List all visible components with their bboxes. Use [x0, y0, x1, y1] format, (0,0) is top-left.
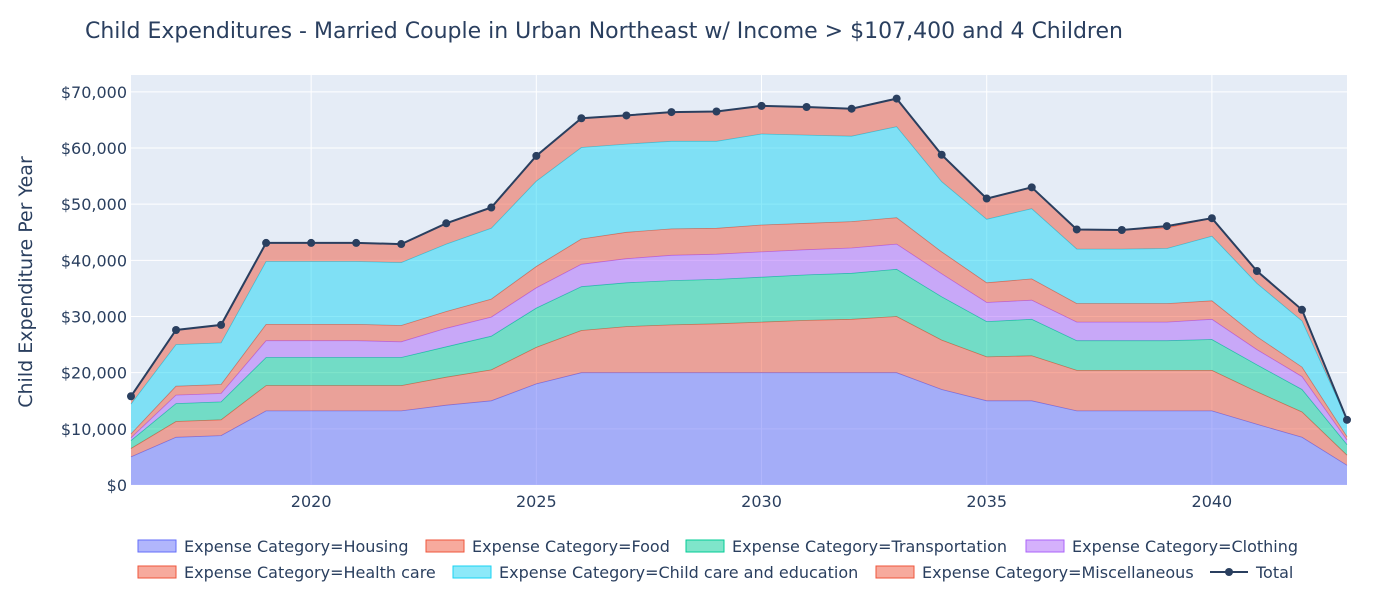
tick-layer: $0 $10,000 $20,000 $30,000 $40,000 $50,000 $60… [61, 83, 1232, 511]
total-point [532, 151, 541, 160]
total-point [307, 238, 316, 247]
legend-label: Expense Category=Health care [184, 563, 436, 582]
legend-item[interactable]: Expense Category=Food [425, 537, 670, 556]
y-tick-label: $10,000 [61, 420, 127, 439]
legend-label: Expense Category=Miscellaneous [922, 563, 1194, 582]
area-series-1 [131, 316, 1347, 466]
area-series-2 [131, 269, 1347, 456]
x-tick-label: 2025 [516, 492, 557, 511]
total-point [892, 94, 901, 103]
total-point [172, 325, 181, 334]
y-tick-label: $0 [107, 476, 127, 495]
legend-swatch [452, 565, 492, 579]
total-point [982, 194, 991, 203]
legend-item[interactable]: Total [1210, 563, 1293, 582]
total-point [1207, 214, 1216, 223]
legend-item[interactable]: Expense Category=Health care [137, 563, 436, 582]
total-point [262, 238, 271, 247]
legend-swatch [137, 539, 177, 553]
total-point [622, 111, 631, 120]
area-series-4 [131, 217, 1347, 441]
total-point [1162, 222, 1171, 231]
legend-item[interactable]: Expense Category=Clothing [1025, 537, 1298, 556]
legend-label: Expense Category=Food [472, 537, 670, 556]
y-tick-label: $60,000 [61, 139, 127, 158]
legend: Expense Category=Housing Expense Category… [137, 537, 1298, 582]
total-point [1117, 226, 1126, 235]
total-point [487, 203, 496, 212]
x-tick-label: 2030 [741, 492, 782, 511]
y-axis-label: Child Expenditure Per Year [15, 156, 37, 408]
legend-label: Total [1255, 563, 1293, 582]
legend-label: Expense Category=Transportation [732, 537, 1007, 556]
total-point [757, 101, 766, 110]
total-point [397, 240, 406, 249]
y-tick-label: $70,000 [61, 83, 127, 102]
legend-item[interactable]: Expense Category=Miscellaneous [875, 563, 1194, 582]
total-point [847, 104, 856, 113]
total-point [667, 108, 676, 117]
total-point [1027, 183, 1036, 192]
total-point [1343, 415, 1351, 424]
total-point [712, 107, 721, 116]
y-tick-label: $40,000 [61, 251, 127, 270]
line-layer [127, 94, 1351, 424]
total-point [802, 103, 811, 112]
legend-swatch [137, 565, 177, 579]
legend-label: Expense Category=Child care and educatio… [499, 563, 858, 582]
area-series-3 [131, 244, 1347, 445]
area-series-6 [131, 98, 1347, 420]
legend-swatch [425, 539, 465, 553]
y-tick-label: $20,000 [61, 364, 127, 383]
total-point [577, 114, 586, 123]
x-tick-label: 2035 [966, 492, 1007, 511]
legend-swatch-marker [1225, 568, 1233, 576]
x-tick-label: 2040 [1192, 492, 1233, 511]
total-point [1252, 267, 1261, 276]
total-point [217, 320, 226, 329]
total-point [352, 238, 361, 247]
legend-swatch [875, 565, 915, 579]
legend-swatch [685, 539, 725, 553]
legend-label: Expense Category=Housing [184, 537, 409, 556]
total-point [1072, 225, 1081, 234]
area-series-5 [131, 126, 1347, 437]
legend-item[interactable]: Expense Category=Child care and educatio… [452, 563, 858, 582]
total-point [442, 219, 451, 228]
area-series-0 [131, 372, 1347, 485]
y-tick-label: $30,000 [61, 308, 127, 327]
legend-swatch [1025, 539, 1065, 553]
x-tick-label: 2020 [291, 492, 332, 511]
total-line [130, 97, 1348, 421]
chart-title: Child Expenditures - Married Couple in U… [85, 19, 1123, 44]
area-layer [130, 98, 1348, 485]
total-point [1297, 305, 1306, 314]
total-point [127, 392, 135, 401]
legend-item[interactable]: Expense Category=Transportation [685, 537, 1007, 556]
y-tick-label: $50,000 [61, 195, 127, 214]
legend-label: Expense Category=Clothing [1072, 537, 1298, 556]
total-point [937, 150, 946, 159]
legend-item[interactable]: Expense Category=Housing [137, 537, 409, 556]
